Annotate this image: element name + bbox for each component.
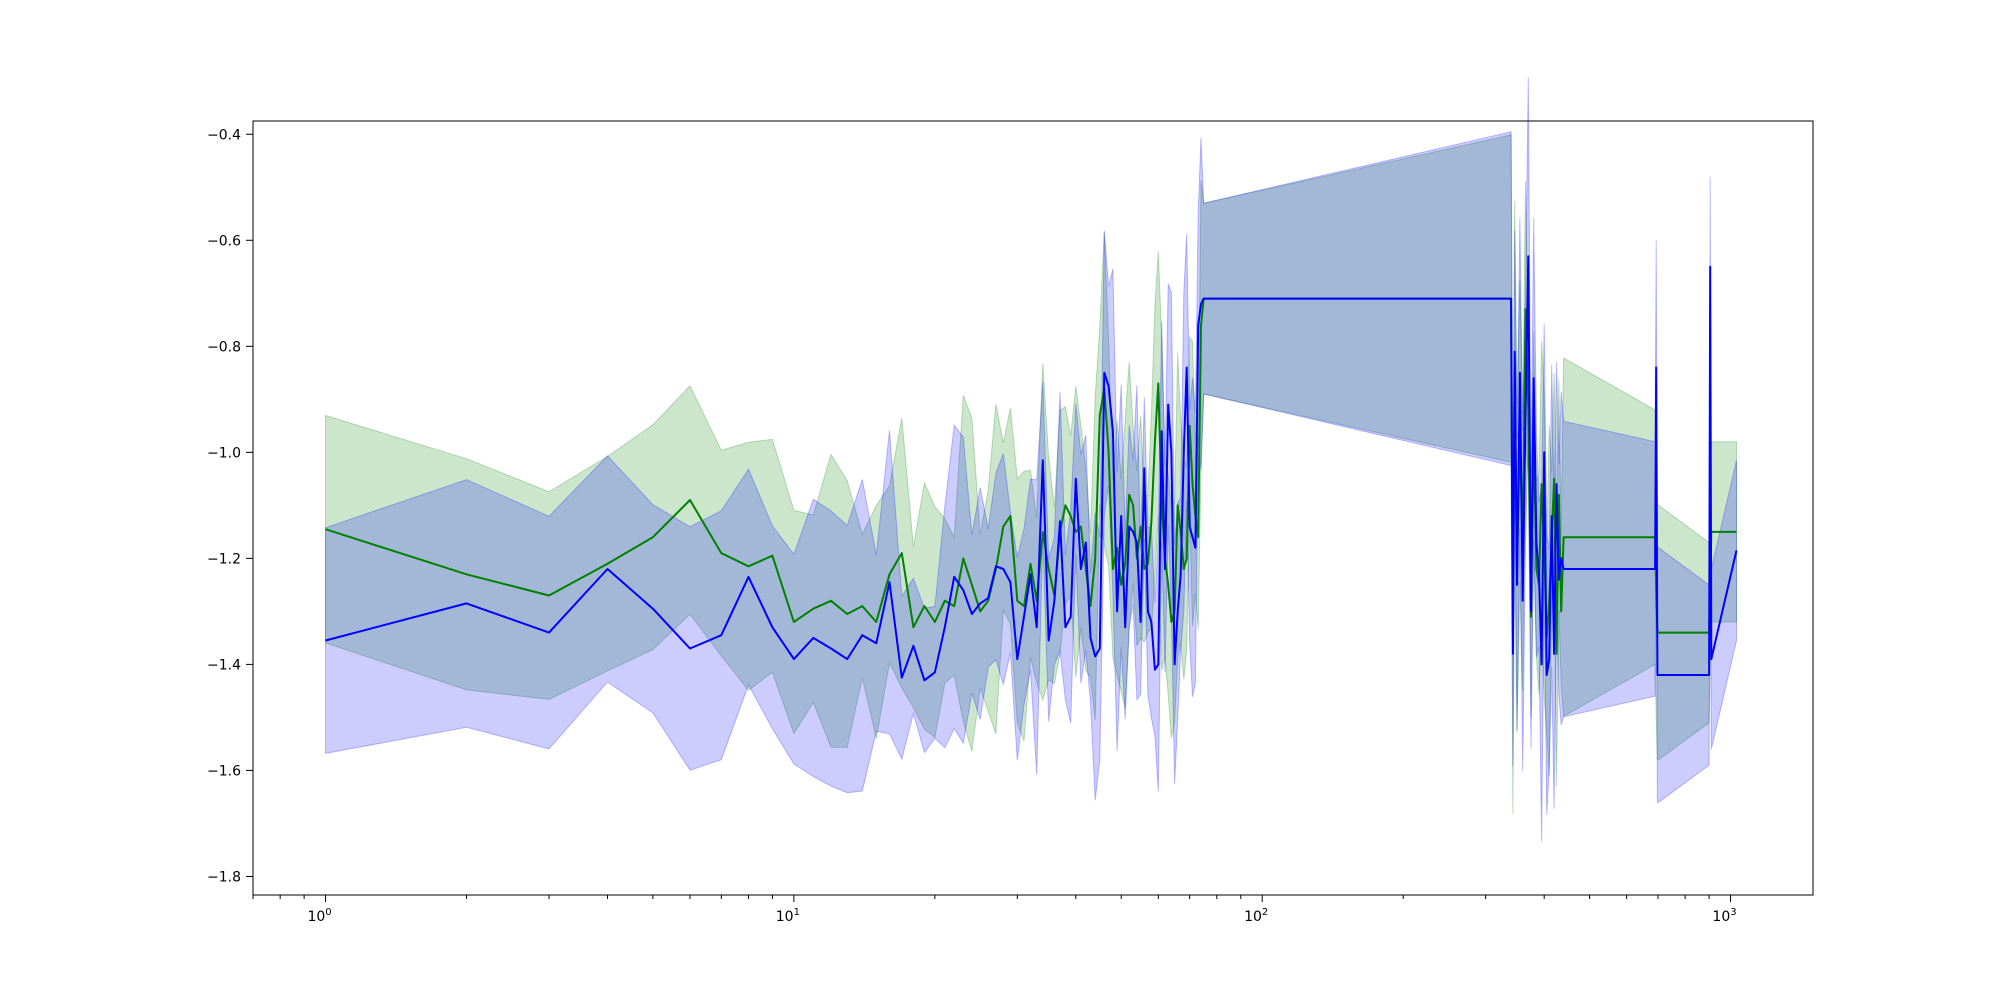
x-tick-label: 102 <box>1244 907 1268 925</box>
plot-frame <box>252 120 1814 896</box>
y-tick-label: −1.2 <box>207 551 241 567</box>
confidence-band-1 <box>325 134 1737 815</box>
y-tick-label: −0.4 <box>207 127 241 143</box>
y-tick-label: −1.0 <box>207 445 241 461</box>
y-tick-label: −1.8 <box>207 869 241 885</box>
series-line-2 <box>325 255 1738 682</box>
x-axis: 100 101 102 103 <box>252 895 1737 925</box>
y-axis: −0.4 −0.6 −0.8 −1.0 −1.2 −1.4 −1.6 −1.8 <box>207 127 253 885</box>
confidence-band-2 <box>325 77 1737 842</box>
x-tick-label: 101 <box>776 907 800 925</box>
y-tick-label: −0.8 <box>207 339 241 355</box>
series-lines <box>325 255 1738 682</box>
x-tick-label: 103 <box>1712 907 1736 925</box>
confidence-bands <box>325 77 1737 842</box>
y-tick-label: −1.4 <box>207 657 241 673</box>
y-tick-label: −1.6 <box>207 763 241 779</box>
y-tick-label: −0.6 <box>207 233 241 249</box>
x-tick-label: 100 <box>307 907 331 925</box>
series-line-1 <box>325 297 1737 655</box>
